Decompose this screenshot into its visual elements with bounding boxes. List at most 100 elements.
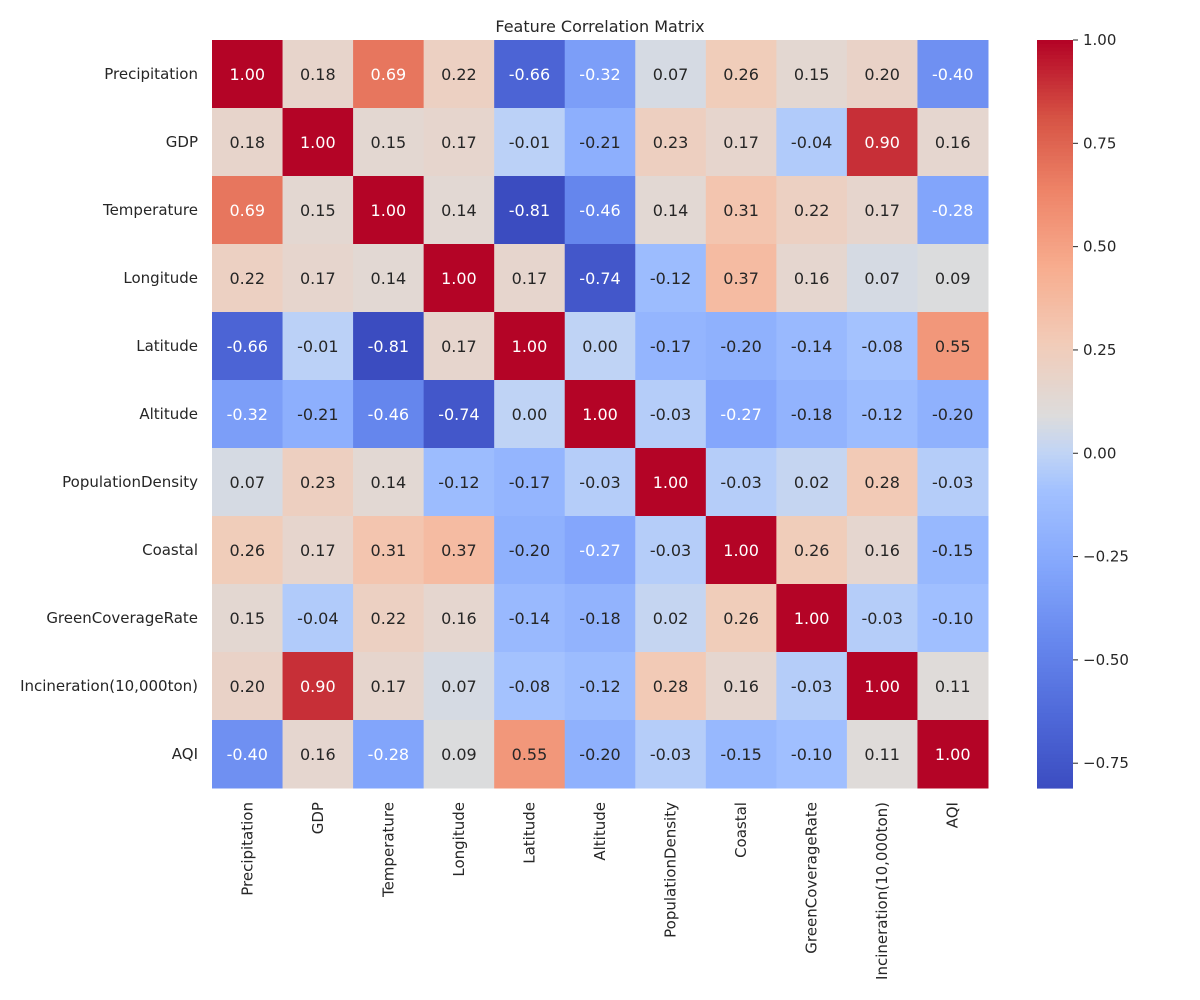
cell-annotation: 0.16 xyxy=(723,677,759,696)
colorbar-segment xyxy=(1037,447,1073,452)
heatmap-cell xyxy=(353,108,425,177)
colorbar-segment xyxy=(1037,473,1073,479)
colorbar-segment xyxy=(1037,578,1073,583)
cell-annotation: 0.11 xyxy=(864,745,900,764)
heatmap-cell xyxy=(212,108,284,177)
heatmap-cell xyxy=(423,448,495,517)
colorbar-segment xyxy=(1037,462,1073,467)
heatmap-cell xyxy=(846,516,918,585)
heatmap-cell xyxy=(353,40,425,109)
colorbar-segment xyxy=(1037,324,1073,329)
colorbar-segment xyxy=(1037,526,1073,531)
heatmap-cell xyxy=(705,176,777,245)
x-tick-label: Precipitation xyxy=(238,802,256,896)
colorbar-segment xyxy=(1037,316,1073,322)
colorbar-segment xyxy=(1037,227,1073,232)
colorbar-segment xyxy=(1037,245,1073,251)
heatmap-cell xyxy=(635,176,707,245)
cell-annotation: -0.17 xyxy=(650,337,691,356)
colorbar-segment xyxy=(1037,342,1073,348)
y-tick-label: GDP xyxy=(166,133,198,151)
heatmap-cell xyxy=(705,720,777,789)
heatmap-cell xyxy=(917,40,989,109)
colorbar-segment xyxy=(1037,69,1073,75)
colorbar-segment xyxy=(1037,518,1073,524)
heatmap-cell xyxy=(776,176,848,245)
heatmap-cell xyxy=(705,40,777,109)
cell-annotation: 0.26 xyxy=(229,541,265,560)
colorbar-segment xyxy=(1037,223,1073,228)
cell-annotation: 1.00 xyxy=(229,65,265,84)
colorbar: 1.00 0.75 0.50 0.25 0.00 −0.25 −0.50 −0.75 xyxy=(1037,31,1129,789)
heatmap-cell xyxy=(494,584,566,653)
colorbar-segment xyxy=(1037,155,1073,161)
heatmap-cell xyxy=(353,516,425,585)
colorbar-segment xyxy=(1037,634,1073,639)
colorbar-segment xyxy=(1037,679,1073,684)
colorbar-segment xyxy=(1037,582,1073,587)
cell-annotation: -0.03 xyxy=(579,473,620,492)
colorbar-segment xyxy=(1037,675,1073,681)
cell-annotation: -0.01 xyxy=(297,337,338,356)
heatmap-cell xyxy=(494,108,566,177)
colorbar-segment xyxy=(1037,481,1073,486)
colorbar-segment xyxy=(1037,327,1073,333)
colorbar-segment xyxy=(1037,253,1073,258)
colorbar-segment xyxy=(1037,604,1073,610)
colorbar-tick-label: −0.25 xyxy=(1083,548,1129,566)
colorbar-segment xyxy=(1037,118,1073,123)
heatmap-cell xyxy=(564,176,636,245)
heatmap-cell xyxy=(353,312,425,381)
colorbar-segment xyxy=(1037,428,1073,434)
colorbar-segment xyxy=(1037,769,1073,774)
heatmap-cell xyxy=(635,448,707,517)
colorbar-segment xyxy=(1037,66,1073,71)
heatmap-cells: 1.00 0.18 0.69 0.22 -0.66 -0.32 0.07 0.26 0.15 0.… xyxy=(212,40,989,789)
colorbar-segment xyxy=(1037,144,1073,150)
colorbar-segment xyxy=(1037,657,1073,662)
colorbar-segment xyxy=(1037,672,1073,677)
cell-annotation: -0.27 xyxy=(720,405,761,424)
heatmap-cell xyxy=(494,176,566,245)
cell-annotation: 0.26 xyxy=(723,65,759,84)
cell-annotation: 0.14 xyxy=(371,269,407,288)
colorbar-segment xyxy=(1037,249,1073,254)
colorbar-segment xyxy=(1037,77,1073,82)
y-axis-labels: Precipitation GDP Temperature Longitude Lati… xyxy=(20,65,198,763)
colorbar-segment xyxy=(1037,73,1073,78)
cell-annotation: 1.00 xyxy=(582,405,618,424)
colorbar-segment xyxy=(1037,608,1073,613)
heatmap-cell xyxy=(705,108,777,177)
cell-annotation: 0.00 xyxy=(512,405,548,424)
colorbar-segment xyxy=(1037,492,1073,497)
colorbar-segment xyxy=(1037,780,1073,785)
colorbar-segment xyxy=(1037,197,1073,202)
heatmap-cell xyxy=(282,176,354,245)
cell-annotation: -0.40 xyxy=(227,745,268,764)
colorbar-segment xyxy=(1037,761,1073,767)
cell-annotation: 0.17 xyxy=(864,201,900,220)
heatmap-cell xyxy=(282,652,354,721)
colorbar-segment xyxy=(1037,43,1073,49)
heatmap-cell xyxy=(705,652,777,721)
cell-annotation: 0.02 xyxy=(653,609,689,628)
cell-annotation: -0.12 xyxy=(650,269,691,288)
colorbar-segment xyxy=(1037,731,1073,737)
heatmap-cell xyxy=(494,244,566,313)
colorbar-segment xyxy=(1037,698,1073,703)
cell-annotation: -0.15 xyxy=(720,745,761,764)
cell-annotation: 0.28 xyxy=(864,473,900,492)
heatmap-cell xyxy=(846,108,918,177)
colorbar-tick-label: 1.00 xyxy=(1083,31,1116,49)
cell-annotation: 0.07 xyxy=(653,65,689,84)
heatmap-cell xyxy=(353,448,425,517)
cell-annotation: -0.18 xyxy=(791,405,832,424)
cell-annotation: -0.74 xyxy=(438,405,479,424)
heatmap-cell xyxy=(423,720,495,789)
y-tick-label: Longitude xyxy=(123,269,198,287)
colorbar-segment xyxy=(1037,694,1073,699)
heatmap-cell xyxy=(917,108,989,177)
heatmap-cell xyxy=(353,380,425,449)
x-tick-label: GreenCoverageRate xyxy=(803,802,821,954)
cell-annotation: 0.07 xyxy=(441,677,477,696)
